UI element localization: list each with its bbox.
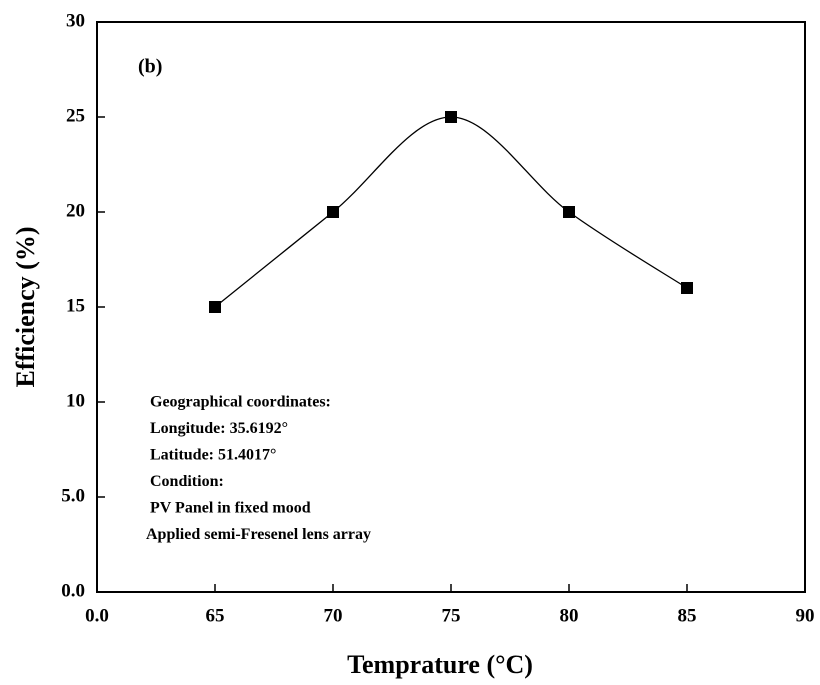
annotation: Geographical coordinates: <box>150 394 331 411</box>
x-tick-label: 70 <box>324 605 343 626</box>
annotation: PV Panel in fixed mood <box>150 500 311 517</box>
panel-label: (b) <box>138 56 162 78</box>
y-tick-label: 10 <box>66 390 85 411</box>
annotation: Applied semi-Fresenel lens array <box>146 526 371 543</box>
y-tick-label: 20 <box>66 200 85 221</box>
x-tick-label: 65 <box>206 605 225 626</box>
x-tick-label: 0.0 <box>85 605 109 626</box>
data-point <box>209 301 221 313</box>
x-tick-label: 75 <box>442 605 461 626</box>
annotation: Latitude: 51.4017° <box>150 447 276 464</box>
y-tick-label: 15 <box>66 295 85 316</box>
data-point <box>445 111 457 123</box>
annotation: Longitude: 35.6192° <box>150 420 288 437</box>
x-axis-label: Temprature (°C) <box>347 650 533 679</box>
data-point <box>327 206 339 218</box>
x-tick-label: 85 <box>678 605 697 626</box>
y-axis-label: Efficiency (%) <box>11 226 40 387</box>
y-tick-label: 30 <box>66 10 85 31</box>
data-point <box>563 206 575 218</box>
x-tick-label: 80 <box>560 605 579 626</box>
annotation: Condition: <box>150 473 224 490</box>
x-tick-label: 90 <box>796 605 815 626</box>
y-tick-label: 0.0 <box>61 580 85 601</box>
y-tick-label: 5.0 <box>61 485 85 506</box>
data-point <box>681 282 693 294</box>
y-tick-label: 25 <box>66 105 85 126</box>
fit-curve <box>214 116 688 308</box>
